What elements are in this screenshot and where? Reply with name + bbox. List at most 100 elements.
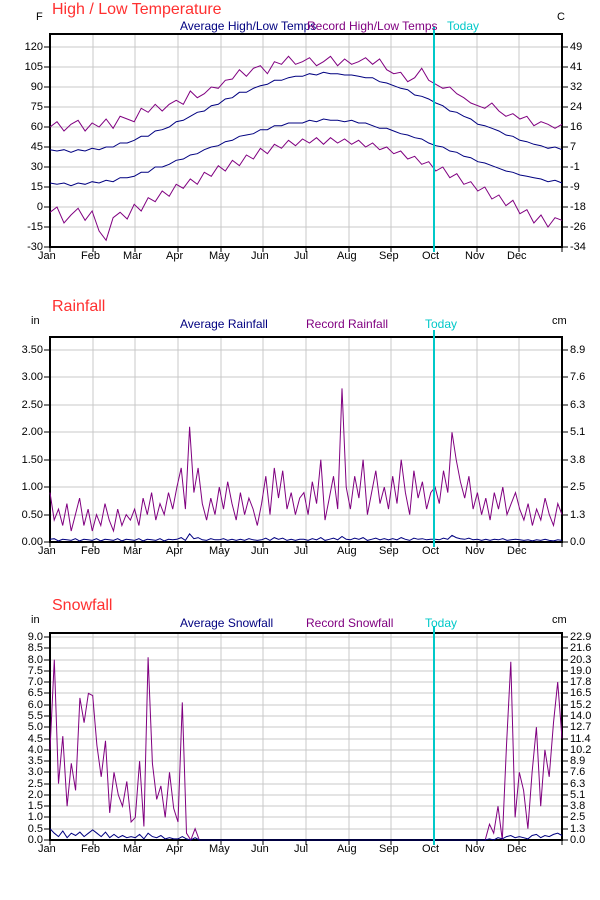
y-axis-tick-label-left: 6.5 [27,687,43,699]
y-axis-tick-label-left: 4.0 [27,744,43,756]
y-axis-tick-label-right: 0.0 [570,536,586,548]
y-axis-tick-label-right: 49 [570,41,583,53]
y-axis-tick-label-right: 3.8 [570,454,586,466]
legend-today-temperature: Today [447,19,480,33]
x-axis-month-label: Jan [38,545,56,557]
y-axis-tick-label-right: 7 [570,141,577,153]
y-axis-tick-label-left: 105 [24,61,43,73]
legend-today-rainfall: Today [425,317,458,331]
y-axis-tick-label-right: 5.1 [570,789,586,801]
y-axis-tick-label-right: -1 [570,161,580,173]
y-axis-tick-label-left: 0 [36,201,43,213]
x-axis-month-label: Dec [507,250,527,262]
series-average-rainfall [49,532,563,542]
legend-average-high-low-temps: Average High/Low Temps [180,19,317,33]
temperature-right-unit-label: C [557,11,565,23]
y-axis-tick-label-right: 19.0 [570,665,592,677]
temperature-left-unit-label: F [36,11,43,23]
snowfall-left-unit-label: in [31,614,40,626]
y-axis-tick-label-right: 10.2 [570,744,592,756]
y-axis-tick-label-left: 45 [30,141,43,153]
y-axis-tick-label-left: 60 [30,121,43,133]
legend-record-rainfall: Record Rainfall [306,317,389,331]
series-record-rainfall [49,388,563,533]
y-axis-tick-label-right: 8.9 [570,755,586,767]
x-axis-month-label: Sep [379,843,399,855]
y-axis-tick-label-right: 21.6 [570,642,592,654]
y-axis-tick-label-right: 22.9 [570,631,592,643]
x-axis-month-label: Nov [465,545,485,557]
snowfall-chart-title: Snowfall [52,597,113,614]
y-axis-tick-label-right: 20.3 [570,654,592,666]
x-axis-month-label: Feb [81,843,100,855]
x-axis-month-label: Jul [294,545,309,557]
y-axis-tick-label-right: 14.0 [570,710,592,722]
y-axis-tick-label-left: 7.0 [27,676,43,688]
x-axis-month-label: Aug [337,250,357,262]
y-axis-tick-label-right: 15.2 [570,699,592,711]
y-axis-tick-label-right: 5.1 [570,426,586,438]
x-axis-month-label: Oct [422,250,440,262]
y-axis-tick-label-left: 90 [30,81,43,93]
y-axis-tick-label-right: 2.5 [570,481,586,493]
x-axis-month-label: Oct [422,545,440,557]
x-axis-month-label: May [209,843,230,855]
y-axis-tick-label-left: 75 [30,101,43,113]
y-axis-tick-label-left: 0.00 [21,536,43,548]
x-axis-month-label: Aug [337,545,357,557]
x-axis-month-label: Jun [251,843,269,855]
x-axis-month-label: Nov [465,250,485,262]
y-axis-tick-label-right: 32 [570,81,583,93]
x-axis-month-label: Jan [38,250,56,262]
y-axis-tick-label-left: 3.0 [27,766,43,778]
y-axis-tick-label-right: 16 [570,121,583,133]
y-axis-tick-label-right: 24 [570,101,583,113]
series-record-high [49,55,563,132]
x-axis-month-label: Nov [465,843,485,855]
x-axis-month-label: Feb [81,545,100,557]
series-average-high [49,71,563,153]
x-axis-month-label: Sep [379,250,399,262]
y-axis-tick-label-left: 2.5 [27,778,43,790]
y-axis-tick-label-left: 0.50 [21,509,43,521]
y-axis-tick-label-left: 2.0 [27,789,43,801]
x-axis-month-label: Aug [337,843,357,855]
temperature-chart-title: High / Low Temperature [52,1,222,18]
x-axis-month-label: Jul [294,843,309,855]
x-axis-month-label: Sep [379,545,399,557]
y-axis-tick-label-right: 0.0 [570,834,586,846]
y-axis-tick-label-left: 8.0 [27,654,43,666]
y-axis-tick-label-left: 7.5 [27,665,43,677]
x-axis-month-label: Feb [81,250,100,262]
y-axis-tick-label-left: 3.5 [27,755,43,767]
y-axis-tick-label-right: -34 [570,241,586,253]
y-axis-tick-label-left: 8.5 [27,642,43,654]
legend-record-high-low-temps: Record High/Low Temps [307,19,438,33]
y-axis-tick-label-left: 0.5 [27,823,43,835]
x-axis-month-label: Jun [251,250,269,262]
y-axis-tick-label-right: 41 [570,61,583,73]
y-axis-tick-label-left: 4.5 [27,733,43,745]
y-axis-tick-label-right: -26 [570,221,586,233]
x-axis-month-label: May [209,545,230,557]
series-average-snowfall [49,828,563,841]
y-axis-tick-label-left: 3.00 [21,371,43,383]
y-axis-tick-label-left: 1.50 [21,454,43,466]
y-axis-tick-label-right: 1.3 [570,823,586,835]
y-axis-tick-label-left: 5.5 [27,710,43,722]
y-axis-tick-label-right: -18 [570,201,586,213]
rainfall-chart-title: Rainfall [52,298,106,315]
y-axis-tick-label-right: 17.8 [570,676,592,688]
y-axis-tick-label-left: 5.0 [27,721,43,733]
y-axis-tick-label-right: 6.3 [570,778,586,790]
x-axis-month-label: Jan [38,843,56,855]
y-axis-tick-label-left: 3.50 [21,344,43,356]
x-axis-month-label: Mar [123,843,142,855]
x-axis-month-label: Apr [166,843,184,855]
y-axis-tick-label-right: 16.5 [570,687,592,699]
y-axis-tick-label-right: 1.3 [570,509,586,521]
x-axis-month-label: Dec [507,843,527,855]
y-axis-tick-label-left: 1.0 [27,811,43,823]
x-axis-month-label: Jul [294,250,309,262]
